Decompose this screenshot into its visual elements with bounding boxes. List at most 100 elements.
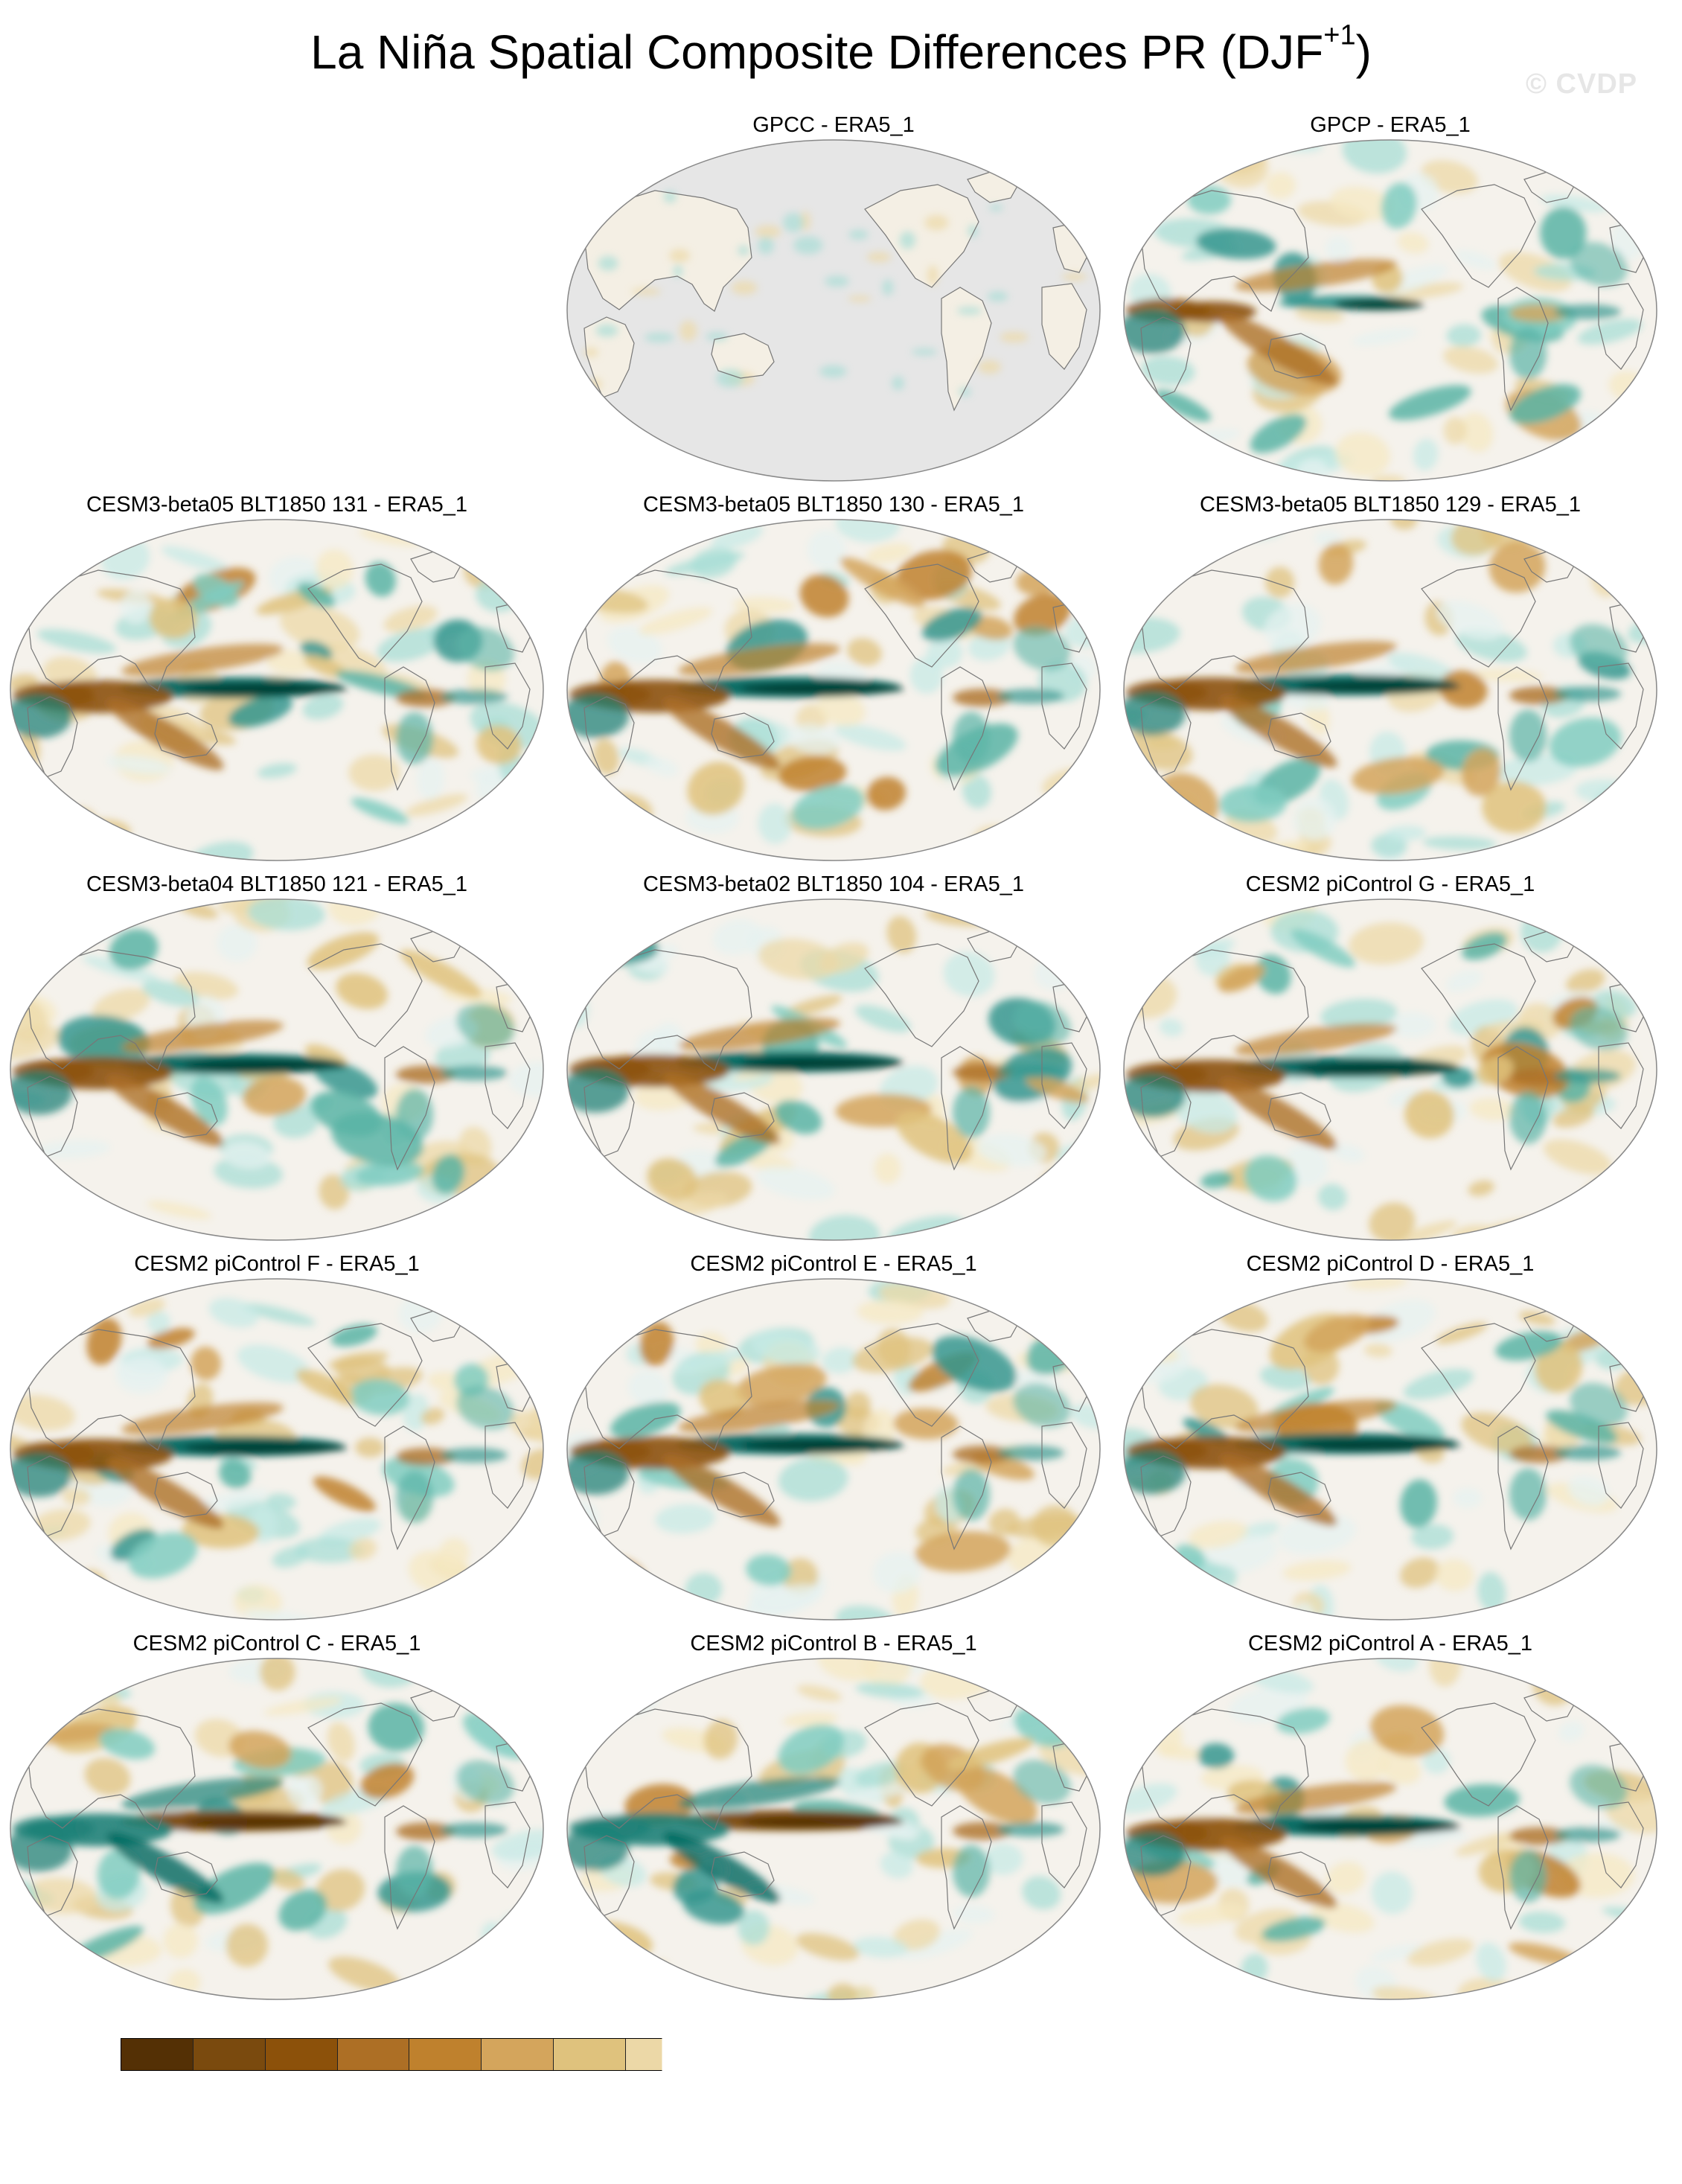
anomaly-patch [674,265,682,278]
colorbar-labels: -5 -4 -3 -2 -1 -.75 -.5 -.25 -.1 0 .1 .25 .5 .75 1 2 3 4 5 [121,2074,1563,2118]
colorbar-tick-label: -5 [176,2074,209,2118]
colorbar-unit: mm/day [0,2121,1682,2166]
anomaly-patch [988,291,1008,301]
map-panel-cesm2-picontrol-c: CESM2 piControl C - ERA5_1 [1,1630,552,2002]
anomaly-patch [669,249,690,263]
anomaly-patch [579,1657,626,1679]
colorbar-tick-label: -.25 [665,2074,729,2118]
anomaly-patch [453,1216,528,1242]
colorbar-swatch [1491,2039,1562,2070]
map-plot-gpcp [1122,138,1658,482]
panel-title: GPCC - ERA5_1 [558,112,1109,138]
anomaly-patch [566,1187,633,1213]
anomaly-patch [741,683,904,695]
anomaly-patch [883,279,894,296]
anomaly-patch [606,849,679,862]
anomaly-patch [184,683,348,695]
colorbar-tick-label: .5 [1043,2074,1074,2118]
anomaly-patch [1005,1952,1081,1991]
anomaly-patch [530,540,545,571]
anomaly-patch [1509,1468,1547,1520]
colorbar-swatch [121,2039,194,2070]
anomaly-patch [867,252,892,262]
anomaly-patch [755,226,781,238]
anomaly-patch [517,1726,545,1748]
anomaly-patch [1554,1827,1621,1842]
anomaly-patch [566,1540,613,1580]
colorbar-swatch [698,2039,770,2070]
anomaly-patch [732,281,758,294]
anomaly-patch [573,810,644,862]
anomaly-patch [348,754,400,791]
anomaly-patch [924,215,948,231]
anomaly-patch [1548,832,1585,857]
map-panel-cesm3-beta05-130: CESM3-beta05 BLT1850 130 - ERA5_1 [558,491,1109,863]
anomaly-patch [1618,1657,1658,1699]
anomaly-patch [738,246,749,255]
colorbar-tick-label: 0 [831,2074,852,2118]
anomaly-patch [184,1442,348,1454]
anomaly-patch [953,1845,990,1897]
anomaly-patch [997,1822,1064,1837]
anomaly-patch [741,1440,904,1452]
anomaly-patch [441,1448,508,1463]
anomaly-patch [598,256,618,271]
panel-title: GPCP - ERA5_1 [1115,112,1666,138]
anomaly-patch [1453,1488,1481,1508]
anomaly-patch [1640,1690,1658,1711]
anomaly-patch [1000,332,1029,342]
anomaly-patch [997,1446,1064,1460]
colorbar-swatch [1058,2039,1131,2070]
colorbar [121,2038,1563,2071]
map-plot-gpcc [566,138,1101,482]
colorbar-tick-label: -.75 [521,2074,585,2118]
anomaly-patch [1612,1696,1651,1719]
colorbar-tick-label: -.5 [604,2074,647,2118]
anomaly-patch [573,1657,615,1679]
anomaly-patch [848,230,868,240]
colorbar-tick-label: -3 [320,2074,353,2118]
colorbar-tick-label: -4 [249,2074,281,2118]
anomaly-patch [1619,1929,1658,1982]
anomaly-patch [43,1221,113,1242]
map-plot-cesm2-picontrol-b [566,1657,1101,2001]
anomaly-patch [1181,1216,1250,1242]
colorbar-swatch [770,2039,842,2070]
anomaly-patch [912,348,937,355]
anomaly-patch [953,1469,990,1521]
anomaly-patch [997,689,1064,703]
anomaly-patch [598,522,641,572]
page-title-text: La Niña Spatial Composite Differences PR… [310,25,1323,79]
anomaly-patch [957,307,982,314]
colorbar-tick-label: 4 [1408,2074,1429,2118]
anomaly-patch [396,1089,433,1141]
anomaly-patch [1554,1445,1621,1460]
anomaly-patch [985,1277,1026,1305]
anomaly-patch [758,237,774,254]
anomaly-patch [9,1679,45,1716]
anomaly-patch [741,1816,904,1828]
anomaly-patch [819,365,847,378]
colorbar-tick-label: 1 [1192,2074,1213,2118]
anomaly-patch [1198,1743,1235,1769]
anomaly-patch [627,518,671,551]
anomaly-patch [1547,898,1605,930]
map-panel-cesm2-picontrol-e: CESM2 piControl E - ERA5_1 [558,1251,1109,1623]
anomaly-patch [499,1160,545,1197]
panel-title: CESM2 piControl E - ERA5_1 [558,1251,1109,1277]
anomaly-patch [396,1845,433,1897]
page-title: La Niña Spatial Composite Differences PR… [0,22,1682,82]
colorbar-swatch [266,2039,338,2070]
anomaly-patch [441,689,508,704]
colorbar-swatch [842,2039,914,2070]
panel-title: CESM2 piControl D - ERA5_1 [1115,1251,1666,1277]
watermark: © CVDP [1526,68,1637,100]
anomaly-patch [848,296,871,301]
anomaly-patch [1520,898,1554,918]
colorbar-swatch [986,2039,1058,2070]
map-background [567,140,1100,481]
anomaly-patch [596,325,618,337]
anomaly-patch [900,232,915,249]
anomaly-patch [1147,518,1230,565]
map-plot-cesm2-picontrol-e [566,1277,1101,1621]
